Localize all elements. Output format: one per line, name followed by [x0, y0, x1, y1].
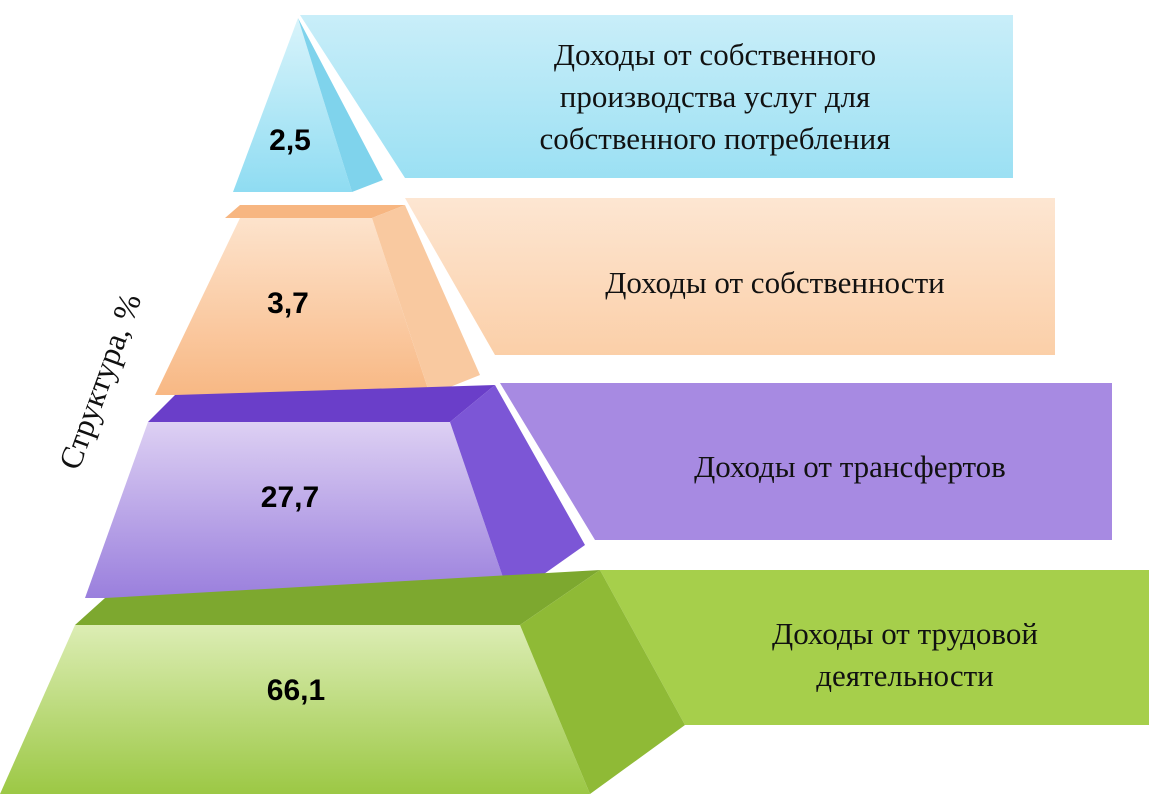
- level-label: деятельности: [816, 658, 993, 693]
- axis-label: Структура, %: [51, 288, 148, 474]
- facet: [148, 385, 495, 422]
- level-value: 66,1: [267, 674, 325, 707]
- level-value: 2,5: [269, 124, 311, 157]
- box: [600, 570, 1149, 725]
- level-label: собственного потребления: [540, 121, 891, 156]
- facet: [225, 205, 405, 218]
- facet: [75, 570, 600, 625]
- level-label: производства услуг для: [560, 79, 870, 114]
- box: [405, 198, 1055, 355]
- box: [500, 383, 1112, 540]
- level-label: Доходы от собственности: [605, 265, 944, 300]
- box: [300, 15, 1013, 178]
- facet: [233, 18, 352, 192]
- facet: [298, 18, 383, 192]
- level-value: 3,7: [267, 287, 309, 320]
- facet: [450, 385, 585, 598]
- facet: [0, 625, 590, 794]
- level-label: Доходы от трансфертов: [694, 449, 1006, 484]
- level-value: 27,7: [261, 481, 319, 514]
- facet: [155, 218, 430, 395]
- facet: [520, 570, 685, 794]
- level-label: Доходы от трудовой: [772, 616, 1038, 651]
- facet: [85, 422, 510, 598]
- level-label: Доходы от собственного: [554, 37, 876, 72]
- facet: [372, 205, 480, 395]
